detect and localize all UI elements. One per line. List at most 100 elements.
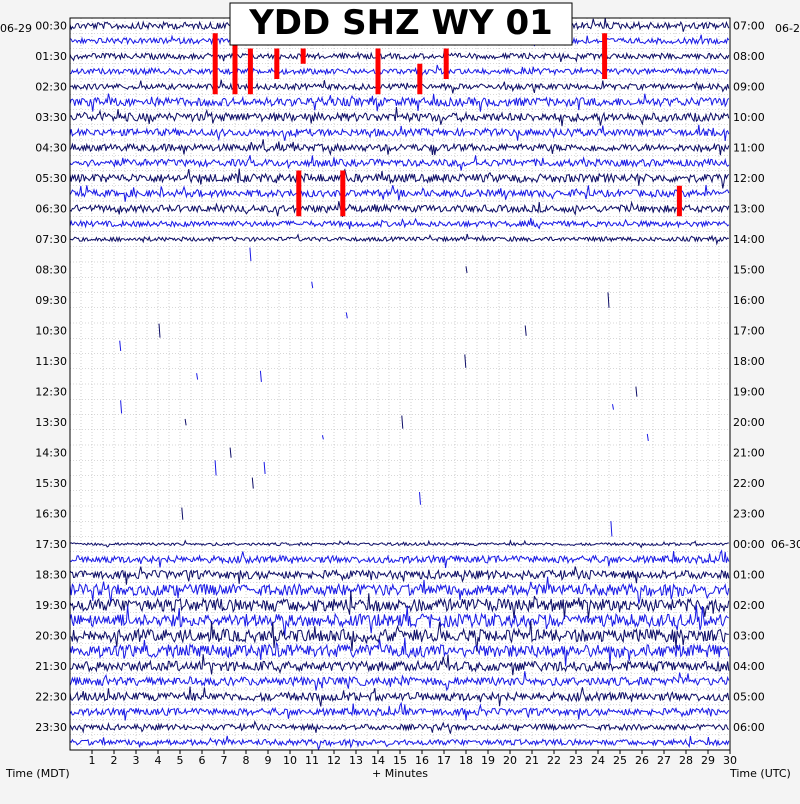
left-time-label: 00:30	[35, 20, 67, 33]
x-tick-label: 6	[199, 754, 206, 767]
clipped-event	[247, 48, 253, 95]
trace-row	[635, 386, 638, 397]
right-time-label: 13:00	[733, 203, 765, 216]
right-time-label: 07:00	[733, 20, 765, 33]
trace-row	[69, 654, 730, 676]
clipped-event	[274, 48, 280, 79]
left-time-label: 15:30	[35, 477, 67, 490]
trace-row	[249, 247, 252, 262]
left-time-label: 12:30	[35, 386, 67, 399]
trace-row	[196, 370, 262, 382]
trace-row	[214, 460, 266, 476]
trace-row	[69, 590, 730, 620]
right-time-label: 16:00	[733, 294, 765, 307]
trace-row	[120, 400, 614, 414]
clipped-event	[676, 185, 682, 217]
right-time-label: 09:00	[733, 81, 765, 94]
grid	[70, 18, 730, 751]
right-time-label: 22:00	[733, 477, 765, 490]
trace-row	[181, 507, 184, 520]
x-tick-label: 21	[525, 754, 539, 767]
trace-row	[464, 354, 467, 368]
traces	[69, 16, 730, 751]
left-axis-label: Time (MDT)	[5, 767, 70, 780]
x-tick-label: 7	[221, 754, 228, 767]
clipped-event	[375, 48, 381, 95]
trace-row	[69, 79, 730, 94]
x-tick-label: 1	[89, 754, 96, 767]
left-time-label: 10:30	[35, 325, 67, 338]
clipped-events	[212, 33, 682, 217]
left-time-label: 16:30	[35, 508, 67, 521]
x-axis-label: + Minutes	[372, 767, 428, 780]
x-tick-label: 27	[657, 754, 671, 767]
clipped-event	[212, 33, 218, 95]
trace-row	[69, 50, 730, 63]
trace-row	[69, 184, 730, 202]
right-time-label: 17:00	[733, 325, 765, 338]
trace-row	[69, 124, 730, 142]
title-box	[229, 2, 573, 46]
left-time-label: 09:30	[35, 294, 67, 307]
right-time-label: 14:00	[733, 233, 765, 246]
trace-row	[69, 155, 730, 171]
left-date: 06-29	[0, 22, 32, 35]
trace-row	[69, 576, 730, 604]
clipped-event	[602, 33, 608, 79]
right-time-label: 21:00	[733, 447, 765, 460]
trace-row	[69, 701, 730, 721]
x-tick-label: 11	[305, 754, 319, 767]
trace-row	[311, 281, 314, 289]
right-time-label: 05:00	[733, 691, 765, 704]
x-tick-label: 29	[701, 754, 715, 767]
x-tick-label: 17	[437, 754, 451, 767]
right-time-label: 20:00	[733, 416, 765, 429]
left-time-label: 21:30	[35, 660, 67, 673]
trace-row	[184, 415, 404, 429]
x-tick-label: 4	[155, 754, 162, 767]
left-time-label: 08:30	[35, 264, 67, 277]
left-time-label: 18:30	[35, 569, 67, 582]
right-time-label: 15:00	[733, 264, 765, 277]
left-time-label: 02:30	[35, 81, 67, 94]
x-axis: 1 2 3 4 5 6 7 8 9 10 11 12 13 14 15 16 17 18 19 20 21 22 23 24 2…	[89, 750, 737, 767]
right-time-label: 01:00	[733, 569, 765, 582]
left-time-axis: 00:30 01:30 02:30 03:30 04:30 05:30 06:30 07:30…	[35, 20, 67, 735]
trace-row	[69, 566, 730, 585]
trace-row	[321, 433, 649, 441]
trace-row	[69, 200, 730, 218]
clipped-event	[300, 48, 306, 64]
left-time-label: 23:30	[35, 721, 67, 734]
trace-row	[69, 233, 730, 246]
left-time-label: 22:30	[35, 691, 67, 704]
trace-row	[69, 735, 730, 751]
trace-row	[69, 539, 729, 549]
x-tick-label: 12	[327, 754, 341, 767]
left-time-label: 17:30	[35, 538, 67, 551]
x-tick-label: 13	[349, 754, 363, 767]
right-time-label: 00:00	[733, 538, 765, 551]
x-tick-label: 30	[723, 754, 737, 767]
trace-row	[69, 620, 729, 652]
right-time-label: 04:00	[733, 660, 765, 673]
x-tick-label: 10	[283, 754, 297, 767]
trace-row	[610, 521, 613, 537]
left-time-label: 13:30	[35, 416, 67, 429]
trace-row	[607, 292, 610, 308]
x-tick-label: 19	[481, 754, 495, 767]
clipped-event	[232, 33, 238, 95]
x-tick-label: 24	[591, 754, 605, 767]
x-tick-label: 2	[111, 754, 118, 767]
trace-row	[69, 604, 729, 637]
right-time-label: 18:00	[733, 355, 765, 368]
right-time-label: 06:00	[733, 721, 765, 734]
x-tick-label: 18	[459, 754, 473, 767]
trace-row	[69, 549, 730, 568]
x-tick-label: 5	[177, 754, 184, 767]
x-tick-label: 25	[613, 754, 627, 767]
trace-row	[465, 266, 468, 273]
x-tick-label: 8	[243, 754, 250, 767]
x-tick-label: 22	[547, 754, 561, 767]
trace-row	[69, 637, 730, 667]
x-tick-label: 23	[569, 754, 583, 767]
